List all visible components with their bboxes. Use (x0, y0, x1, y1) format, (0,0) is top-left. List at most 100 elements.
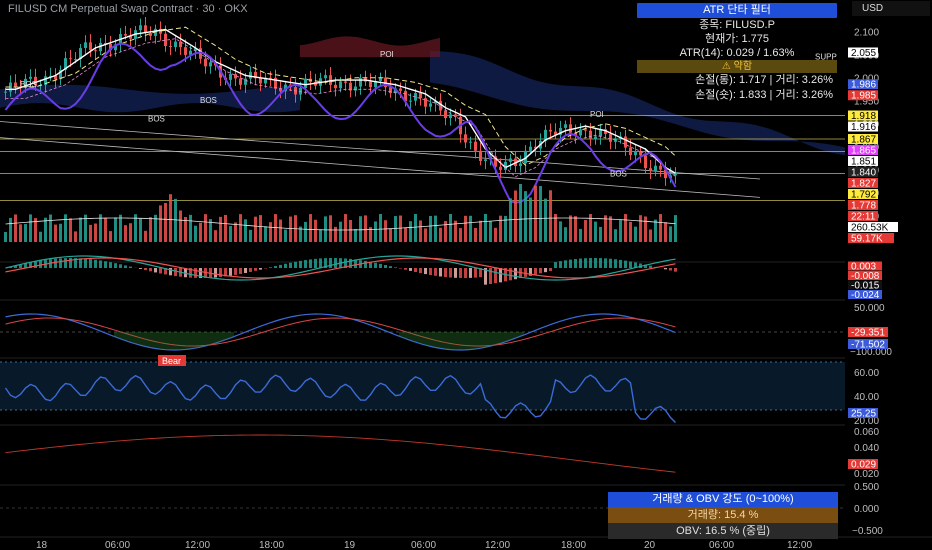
currency-button[interactable]: USD (852, 1, 930, 16)
price-label: 22:11 (851, 211, 876, 222)
atr-line (5, 434, 676, 473)
macd-histogram (469, 268, 472, 278)
candle-body (399, 88, 402, 91)
macd-histogram (439, 268, 442, 277)
volume-bar (659, 214, 662, 242)
volume-bar (179, 210, 182, 242)
candle-body (609, 133, 612, 142)
macd-histogram (574, 259, 577, 268)
volume-bar (369, 227, 372, 242)
macd-histogram (109, 262, 112, 268)
macd-histogram (289, 262, 292, 268)
price-label-bg (848, 166, 878, 177)
volume-label: 59.17K (851, 234, 883, 245)
atr-tick: 0.040 (854, 443, 879, 454)
candle-body (229, 74, 232, 80)
candle-body (599, 129, 602, 137)
candle-body (199, 48, 202, 59)
volume-bar (214, 230, 217, 242)
macd-histogram (629, 261, 632, 268)
price-tick: 1.950 (854, 96, 879, 107)
macd-label-bg (848, 290, 882, 299)
obv-strength: OBV: 16.5 % (중립) (608, 523, 838, 539)
atr-label-bg (848, 459, 878, 469)
volume-bar (184, 217, 187, 242)
macd-histogram (139, 268, 142, 269)
price-label: 1.840 (851, 167, 876, 178)
price-label: 1.986 (851, 80, 876, 91)
macd-label-bg (848, 280, 882, 290)
osc-fill (404, 332, 409, 339)
bottom-tick: 0.500 (854, 482, 879, 493)
volume-bar (354, 228, 357, 242)
macd-histogram (389, 266, 392, 268)
volume-bar (169, 194, 172, 242)
candle-body (254, 71, 257, 79)
volume-bar (134, 214, 137, 242)
volume-bar (199, 222, 202, 242)
macd-histogram (69, 258, 72, 268)
macd-histogram (499, 268, 502, 283)
candle-body (484, 159, 487, 161)
macd-histogram (424, 268, 427, 275)
candle-body (354, 86, 357, 91)
volume-bar (519, 184, 522, 242)
macd-histogram (539, 268, 542, 274)
osc-fill (509, 332, 514, 340)
volume-bar (534, 185, 537, 242)
macd-label: 0.003 (851, 262, 876, 273)
macd-label: -0.024 (851, 290, 880, 301)
macd-histogram (669, 268, 672, 271)
macd-histogram (434, 268, 437, 276)
candle-body (59, 69, 62, 80)
macd-histogram (409, 268, 412, 271)
atr-stop-long: 손절(롱): 1.717 | 거리: 3.26% (695, 74, 833, 86)
annotation-bos: BOS (148, 115, 165, 124)
macd-histogram (379, 263, 382, 268)
volume-bar (109, 231, 112, 242)
candle-body (574, 132, 577, 136)
candle-body (144, 25, 147, 34)
volume-bar (584, 220, 587, 242)
time-tick: 18:00 (561, 540, 586, 550)
candle-body (379, 77, 382, 82)
volume-bar (409, 221, 412, 242)
candle-body (444, 110, 447, 119)
macd-histogram (514, 268, 517, 280)
volume-bar (324, 216, 327, 242)
macd-histogram (29, 262, 32, 268)
macd-histogram (319, 258, 322, 268)
volume-bar (429, 215, 432, 242)
macd-histogram (124, 265, 127, 268)
time-tick: 20 (644, 540, 656, 550)
osc-fill (184, 332, 189, 350)
candle-body (554, 131, 557, 135)
volume-bar (664, 222, 667, 242)
candle-body (104, 42, 107, 44)
candle-body (529, 146, 532, 151)
volume-bar (334, 226, 337, 242)
volume-bar (524, 191, 527, 242)
volume-bar (329, 215, 332, 242)
volume-bar (159, 205, 162, 242)
candle-body (629, 147, 632, 156)
price-label-bg (848, 155, 878, 166)
candle-body (369, 81, 372, 88)
time-tick: 06:00 (411, 540, 436, 550)
macd-histogram (274, 266, 277, 268)
volume-bar (299, 226, 302, 242)
volume-bar (284, 229, 287, 242)
volume-bar (639, 215, 642, 242)
volume-bar (104, 218, 107, 242)
macd-histogram (199, 268, 202, 278)
macd-histogram (399, 268, 402, 269)
volume-bar (619, 219, 622, 242)
volume-bar (99, 214, 102, 242)
macd-histogram (14, 265, 17, 268)
volume-label-bg (848, 222, 898, 232)
annotation-bos: BOS (20, 80, 37, 89)
osc-tick: −100.000 (850, 347, 892, 358)
time-tick: 06:00 (709, 540, 734, 550)
volume-bar (204, 214, 207, 242)
